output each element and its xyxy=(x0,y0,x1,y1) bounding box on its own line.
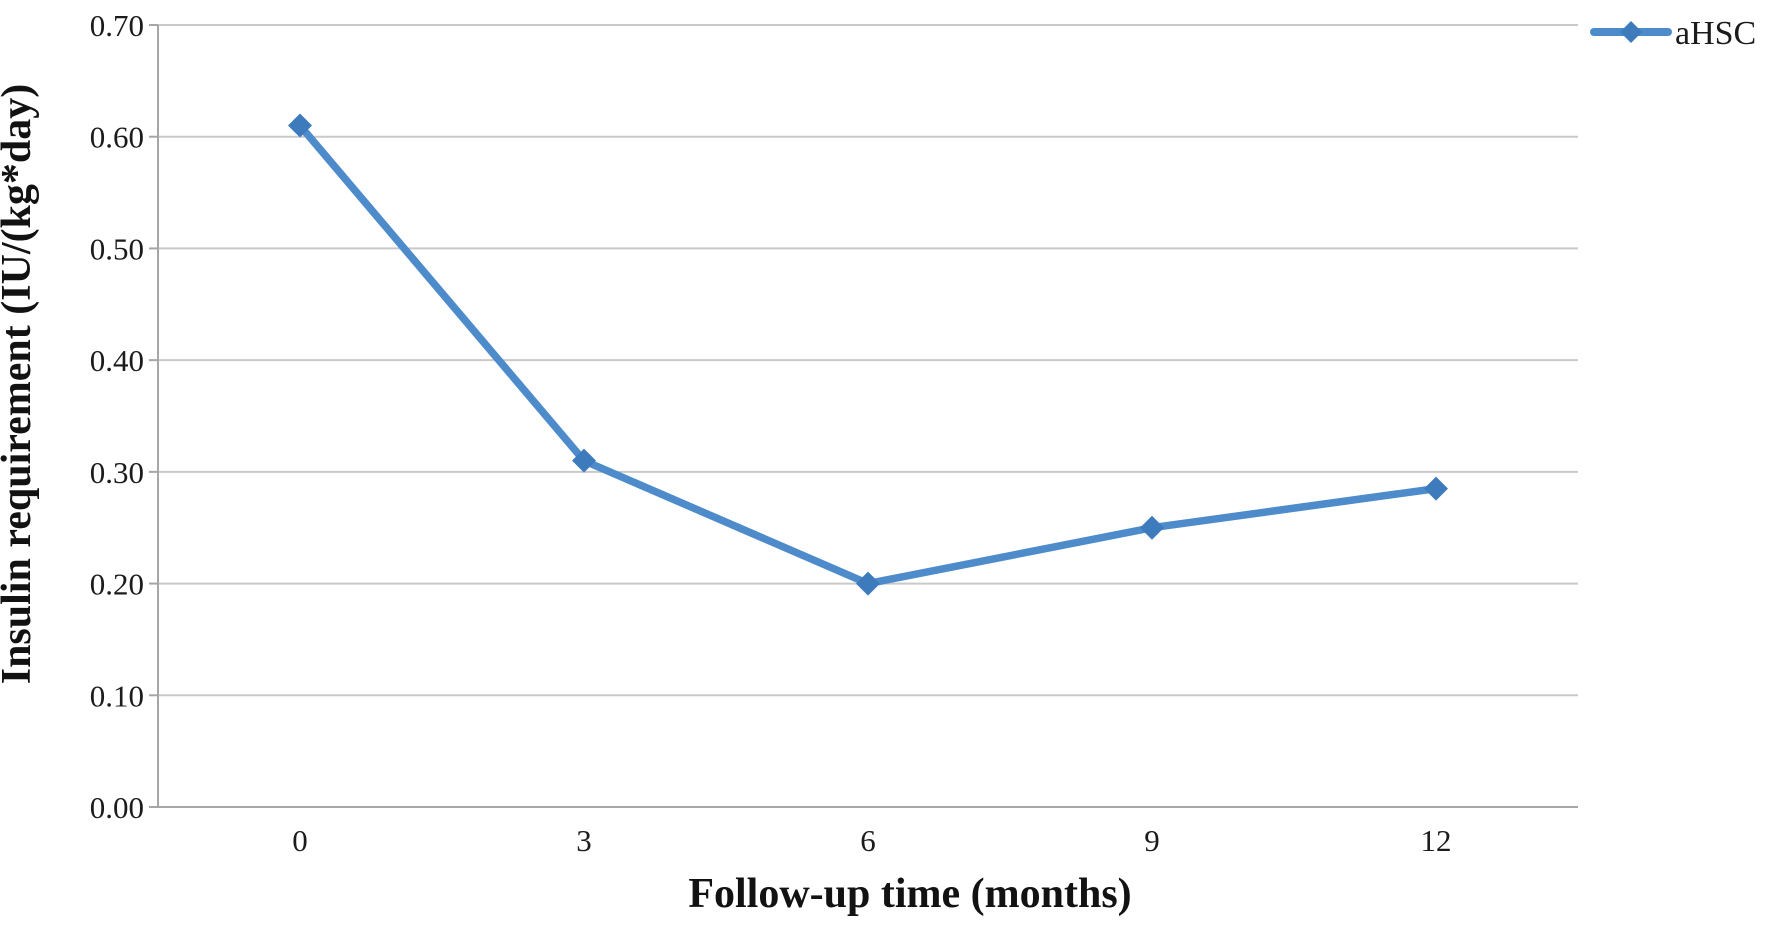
legend-marker-diamond-icon xyxy=(1620,21,1642,43)
legend-series-label: aHSC xyxy=(1675,15,1756,52)
x-tick-label: 3 xyxy=(576,823,592,858)
data-point-marker xyxy=(856,571,880,596)
x-tick-label: 6 xyxy=(860,823,876,858)
y-tick-label: 0.50 xyxy=(90,231,144,266)
data-point-marker xyxy=(572,448,596,473)
x-axis-tick-labels: 0 3 6 9 12 xyxy=(292,823,1451,858)
y-tick-label: 0.10 xyxy=(90,678,144,713)
y-axis-ticks xyxy=(149,24,158,808)
y-tick-label: 0.00 xyxy=(90,790,144,825)
y-axis-tick-labels: 0.00 0.10 0.20 0.30 0.40 0.50 0.60 0.70 xyxy=(90,8,144,825)
gridlines xyxy=(158,24,1578,697)
data-series xyxy=(288,113,1448,596)
series-line xyxy=(296,121,1440,588)
y-tick-label: 0.30 xyxy=(90,455,144,490)
data-point-marker xyxy=(1140,515,1164,540)
y-tick-label: 0.60 xyxy=(90,120,144,155)
x-tick-label: 12 xyxy=(1421,823,1452,858)
y-tick-label: 0.20 xyxy=(90,567,144,602)
y-tick-label: 0.40 xyxy=(90,343,144,378)
y-axis-title: Insulin requirement (IU/(kg*day) xyxy=(0,84,40,685)
data-point-marker xyxy=(288,113,312,138)
x-tick-label: 0 xyxy=(292,823,308,858)
y-tick-label: 0.70 xyxy=(90,8,144,43)
legend: aHSC xyxy=(1590,15,1756,52)
data-point-marker xyxy=(1424,476,1448,501)
x-axis-title: Follow-up time (months) xyxy=(688,871,1131,917)
x-tick-label: 9 xyxy=(1144,823,1160,858)
